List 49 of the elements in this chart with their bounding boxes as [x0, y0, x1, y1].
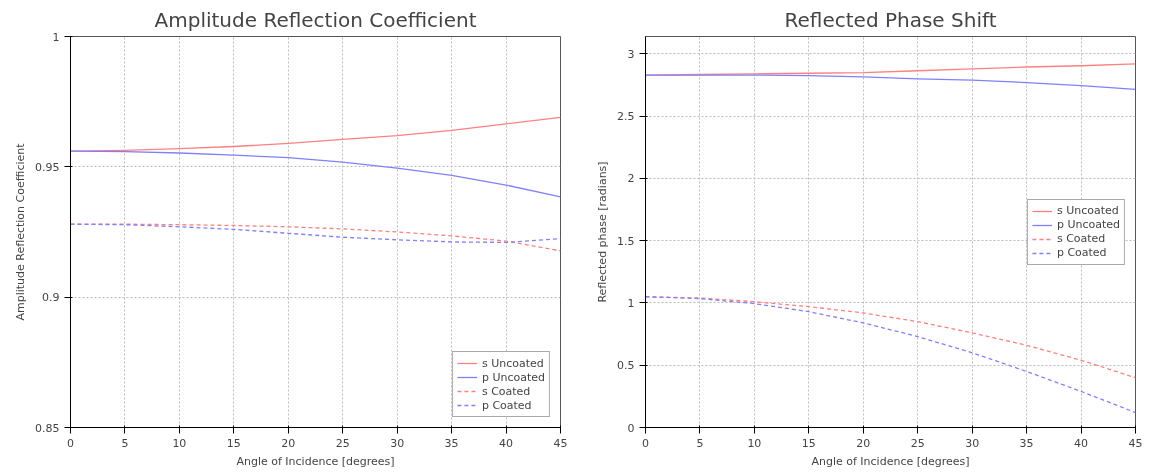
x-tick-label: 40 — [1074, 436, 1089, 450]
x-tick-label: 15 — [801, 436, 816, 450]
x-tick-label: 35 — [1019, 436, 1034, 450]
x-tick-label: 5 — [696, 436, 704, 450]
x-tick-label: 0 — [642, 436, 649, 450]
x-tick-label: 40 — [499, 436, 514, 450]
y-tick-label: 0.9 — [42, 291, 60, 305]
legend-label: s Uncoated — [481, 356, 544, 370]
legend-label: s Uncoated — [1056, 203, 1119, 218]
y-tick-label: 3 — [627, 47, 635, 61]
x-tick-label: 5 — [121, 436, 129, 450]
y-tick-label: 0.85 — [35, 421, 60, 435]
y-tick-label: 0.5 — [617, 359, 635, 373]
x-axis-title: Angle of Incidence [degrees] — [236, 454, 395, 468]
x-tick-label: 10 — [172, 436, 187, 450]
line-series — [70, 150, 561, 198]
y-axis-title: Amplitude Reflection Coefficient — [14, 142, 28, 321]
x-tick-label: 45 — [1128, 436, 1143, 450]
x-tick-label: 25 — [335, 436, 350, 450]
x-tick-label: 20 — [281, 436, 296, 450]
legend-label: p Coated — [481, 398, 532, 412]
legend-label: s Coated — [481, 384, 531, 398]
chart-title: Reflected Phase Shift — [784, 7, 997, 32]
x-tick-label: 30 — [965, 436, 980, 450]
legend-label: p Uncoated — [1056, 217, 1120, 232]
legend-label: p Uncoated — [481, 370, 545, 384]
y-tick-label: 1 — [627, 296, 635, 310]
y-tick-label: 0 — [627, 421, 635, 435]
legend-label: p Coated — [1056, 245, 1107, 260]
x-tick-label: 35 — [444, 436, 459, 450]
x-tick-label: 30 — [390, 436, 405, 450]
y-tick-label: 0.95 — [35, 160, 60, 174]
legend-label: s Coated — [1056, 231, 1106, 246]
x-tick-label: 20 — [856, 436, 871, 450]
y-tick-label: 2 — [627, 172, 635, 186]
x-axis-title: Angle of Incidence [degrees] — [811, 454, 970, 468]
x-tick-label: 45 — [553, 436, 568, 450]
line-series — [70, 116, 561, 152]
y-tick-label: 1.5 — [617, 234, 635, 248]
x-tick-label: 0 — [67, 436, 74, 450]
x-tick-label: 15 — [226, 436, 241, 450]
x-tick-label: 10 — [747, 436, 762, 450]
y-tick-label: 1 — [52, 30, 60, 44]
line-series — [645, 296, 1136, 414]
chart-title: Amplitude Reflection Coefficient — [154, 7, 477, 32]
x-tick-label: 25 — [910, 436, 925, 450]
line-series — [645, 74, 1136, 91]
y-axis-title: Reflected phase [radians] — [596, 161, 610, 303]
y-tick-label: 2.5 — [617, 110, 635, 124]
